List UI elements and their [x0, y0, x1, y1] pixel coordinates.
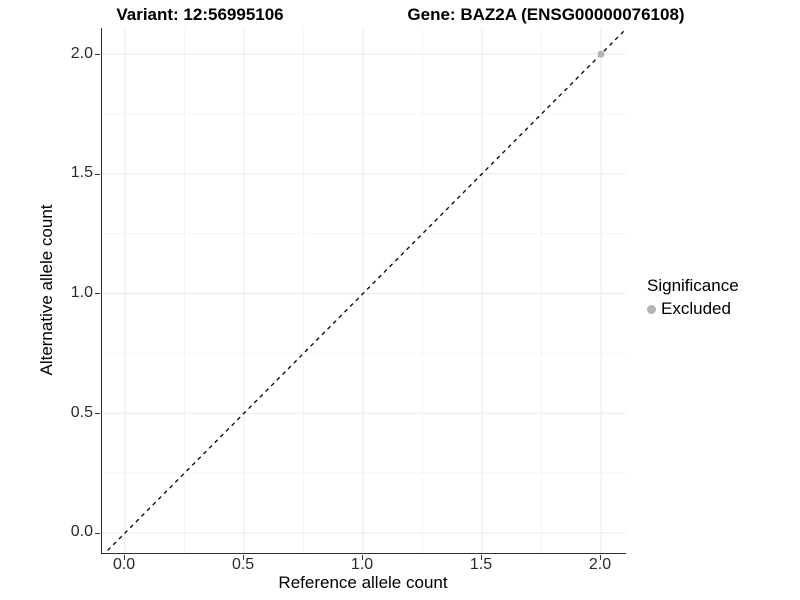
- x-tick-mark: [362, 554, 364, 560]
- y-tick-label: 0.5: [70, 403, 93, 421]
- y-tick-label: 0.0: [70, 523, 93, 541]
- legend-item-label: Excluded: [661, 299, 731, 318]
- x-tick-mark: [124, 554, 126, 560]
- y-tick-mark: [94, 293, 100, 295]
- x-tick-label: 1.5: [469, 556, 493, 573]
- x-tick-label: 1.0: [350, 556, 374, 573]
- x-tick-mark: [481, 554, 483, 560]
- data-point-excluded: [597, 50, 605, 58]
- variant-title: Variant: 12:56995106: [116, 5, 284, 24]
- x-tick-mark: [600, 554, 601, 560]
- y-tick-label: 1.5: [70, 164, 93, 182]
- x-tick-label: 0.0: [112, 556, 136, 573]
- y-tick-mark: [94, 413, 100, 415]
- plot-panel: [101, 28, 626, 554]
- legend-item-excluded: Excluded: [647, 299, 739, 319]
- x-axis-title: Reference allele count: [278, 573, 448, 592]
- x-tick-label: 2.0: [588, 556, 612, 573]
- y-tick-mark: [94, 173, 100, 175]
- identity-dashed-line: [104, 28, 626, 553]
- legend: Significance Excluded: [647, 276, 739, 319]
- plot-canvas: [102, 28, 626, 553]
- y-tick-label: 2.0: [70, 44, 93, 62]
- x-tick-mark: [243, 554, 245, 560]
- y-tick-label: 1.0: [70, 283, 93, 301]
- legend-title: Significance: [647, 276, 739, 295]
- y-tick-mark: [94, 54, 100, 56]
- legend-key-dot: [647, 304, 656, 314]
- gene-title: Gene: BAZ2A (ENSG00000076108): [407, 5, 685, 24]
- x-tick-label: 0.5: [231, 556, 255, 573]
- y-tick-mark: [94, 532, 100, 534]
